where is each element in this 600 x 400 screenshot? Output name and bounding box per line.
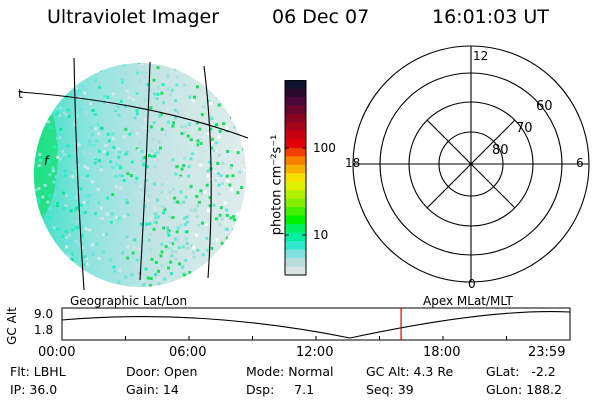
mlat-label-70: 70 — [516, 121, 533, 136]
colorbar-segment — [285, 80, 306, 90]
mode-info: Mode: Normal — [246, 364, 334, 379]
mlt-label-6: 6 — [576, 156, 584, 170]
alt-tick-bottom: 1.8 — [34, 323, 54, 337]
dsp-info: Dsp: 7.1 — [246, 382, 315, 397]
colorbar-segment — [285, 266, 306, 276]
colorbar-segment — [285, 173, 306, 183]
colorbar-segment — [285, 105, 306, 115]
colorbar-segment — [285, 249, 306, 259]
alt-tick-top: 9.0 — [34, 307, 54, 321]
colorbar-segment — [285, 147, 306, 157]
diagonal-2 — [426, 119, 516, 209]
mlt-label-0: 0 — [468, 277, 476, 290]
colorbar-segment — [285, 181, 306, 191]
color-scale — [284, 80, 307, 276]
auroral-image: t f — [18, 57, 249, 290]
polar-plot: 12 18 6 0 60 70 80 — [345, 45, 590, 290]
gain-info: Gain: 14 — [126, 382, 179, 397]
marker-inner: f — [44, 154, 50, 168]
altitude-timeline — [61, 307, 571, 341]
colorbar-tick-100: 100 — [313, 141, 336, 155]
colorbar-segment — [285, 198, 306, 208]
colorbar-segment — [285, 113, 306, 123]
colorbar-segment — [285, 130, 306, 140]
altitude-curve — [61, 310, 571, 339]
time-tick-label: 00:00 — [38, 345, 76, 360]
time-tick-label: 18:00 — [423, 345, 461, 360]
colorbar-segment — [285, 190, 306, 200]
time-tick-label: 06:00 — [169, 345, 207, 360]
colorbar-segment — [285, 241, 306, 251]
colorbar-segment — [285, 215, 306, 225]
time-tick-label: 23:59 — [528, 345, 566, 360]
geo-grid — [19, 57, 249, 290]
marker-left: t — [18, 87, 23, 101]
colorbar-segment — [285, 96, 306, 107]
colorbar-segment — [285, 156, 306, 166]
colorbar-tick-10: 10 — [313, 228, 329, 242]
time-label: 16:01:03 UT — [432, 6, 549, 28]
gc-alt-info: GC Alt: 4.3 Re — [366, 364, 454, 379]
apex-caption: Apex MLat/MLT — [423, 294, 513, 308]
app-title: Ultraviolet Imager — [47, 6, 220, 28]
filter-info: Flt: LBHL — [10, 364, 66, 379]
alt-axis-label: GC Alt — [5, 307, 19, 345]
door-info: Door: Open — [126, 364, 198, 379]
mlat-label-60: 60 — [536, 99, 553, 114]
colorbar-segment — [285, 139, 306, 149]
mlat-label-80: 80 — [492, 143, 509, 158]
colorbar-segment — [285, 122, 306, 132]
colorbar-segment — [285, 258, 306, 268]
seq-info: Seq: 39 — [366, 382, 414, 397]
date-label: 06 Dec 07 — [272, 6, 370, 28]
ip-info: IP: 36.0 — [10, 382, 58, 397]
colorbar-segment — [285, 164, 306, 174]
colorbar-segment — [285, 88, 306, 98]
colorbar-unit-label: photon cm⁻²s⁻¹ — [269, 134, 285, 236]
colorbar-segment — [285, 232, 306, 242]
colorbar-segment — [285, 224, 306, 234]
glat-info: GLat: -2.2 — [486, 364, 556, 379]
mlt-label-18: 18 — [345, 156, 360, 170]
time-tick-label: 12:00 — [296, 345, 334, 360]
mlt-label-12: 12 — [473, 49, 488, 63]
colorbar-segment — [285, 207, 306, 217]
glon-info: GLon: 188.2 — [486, 382, 562, 397]
geo-caption: Geographic Lat/Lon — [70, 294, 188, 308]
